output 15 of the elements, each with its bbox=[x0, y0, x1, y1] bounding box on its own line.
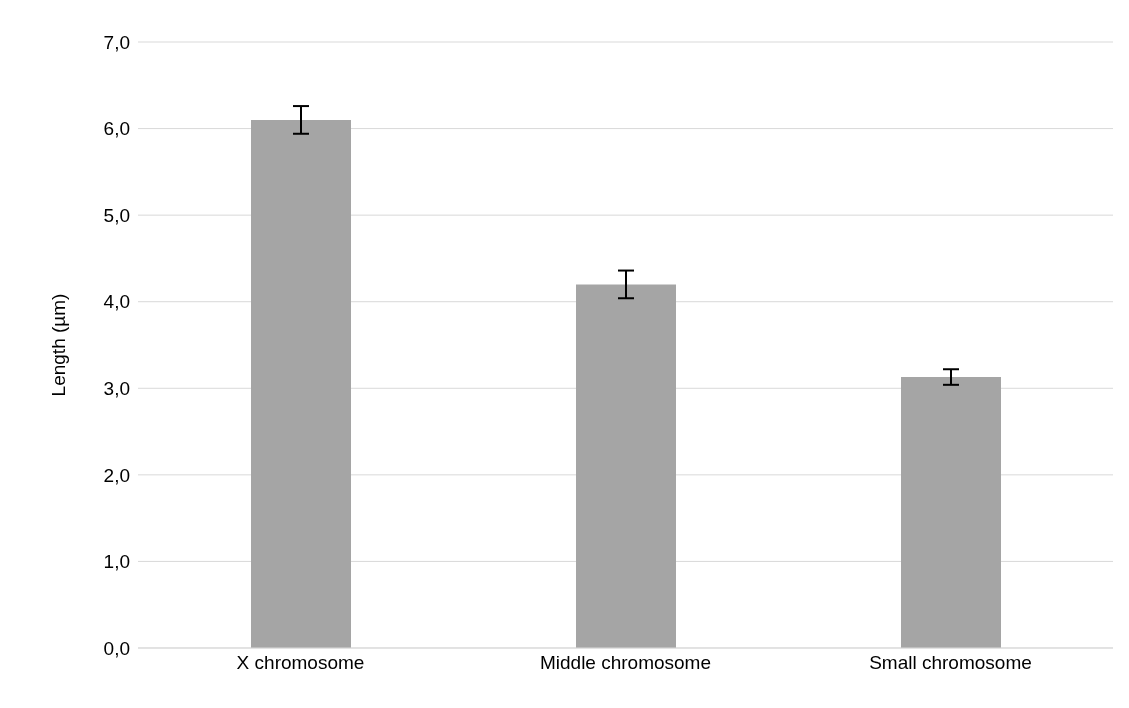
y-tick-label: 2,0 bbox=[103, 464, 130, 486]
bar bbox=[251, 119, 351, 648]
y-tick-label: 4,0 bbox=[103, 291, 130, 313]
y-tick-label: 6,0 bbox=[103, 118, 130, 140]
y-tick-label: 1,0 bbox=[103, 551, 130, 573]
x-tick-label: X chromosome bbox=[236, 652, 365, 674]
y-axis-title: Length (µm) bbox=[47, 293, 69, 397]
x-tick-label: Middle chromosome bbox=[539, 652, 712, 674]
bar bbox=[901, 377, 1001, 648]
x-tick-label: Small chromosome bbox=[869, 652, 1032, 674]
y-tick-label: 3,0 bbox=[103, 378, 130, 400]
bar bbox=[576, 284, 676, 648]
y-tick-label: 0,0 bbox=[103, 637, 130, 659]
y-tick-label: 7,0 bbox=[103, 31, 130, 53]
y-tick-label: 5,0 bbox=[103, 204, 130, 226]
